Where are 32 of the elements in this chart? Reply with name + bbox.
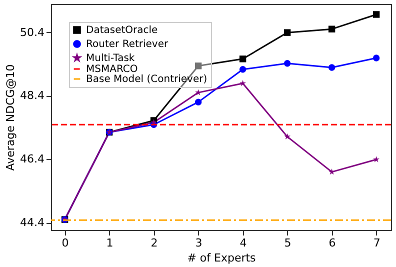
point	[239, 66, 246, 73]
point	[328, 64, 336, 71]
point	[328, 26, 336, 32]
x-tick-label: 6	[328, 236, 336, 250]
x-axis-title: # of Experts	[187, 252, 256, 264]
point	[239, 56, 246, 62]
legend-label: DatasetOracle	[86, 25, 158, 36]
y-tick-label: 50.4	[20, 26, 44, 39]
x-tick-label: 7	[373, 236, 380, 250]
point	[284, 60, 291, 67]
point	[373, 156, 380, 162]
point	[284, 29, 291, 36]
y-axis-title: Average NDCG@10	[4, 64, 18, 171]
point	[284, 133, 290, 140]
y-tick-label: 46.4	[20, 152, 44, 166]
x-tick-label: 2	[150, 236, 158, 250]
y-tick-label: 48.4	[20, 89, 44, 102]
x-tick-label: 1	[106, 236, 114, 250]
point	[194, 98, 202, 106]
x-tick-label: 4	[240, 236, 247, 250]
legend-label: Base Model (Contriever)	[86, 74, 208, 85]
legend-label: Multi-Task	[86, 53, 135, 64]
point	[372, 11, 380, 18]
legend-label: MSMARCO	[86, 64, 138, 75]
x-tick-label: 0	[62, 236, 69, 250]
legend-label: Router Retriever	[86, 39, 170, 50]
x-tick-label: 3	[195, 236, 202, 250]
x-tick-label: 5	[284, 236, 292, 250]
point	[240, 80, 246, 86]
point	[194, 62, 202, 70]
point	[372, 54, 380, 62]
y-tick-label: 44.4	[20, 216, 44, 230]
